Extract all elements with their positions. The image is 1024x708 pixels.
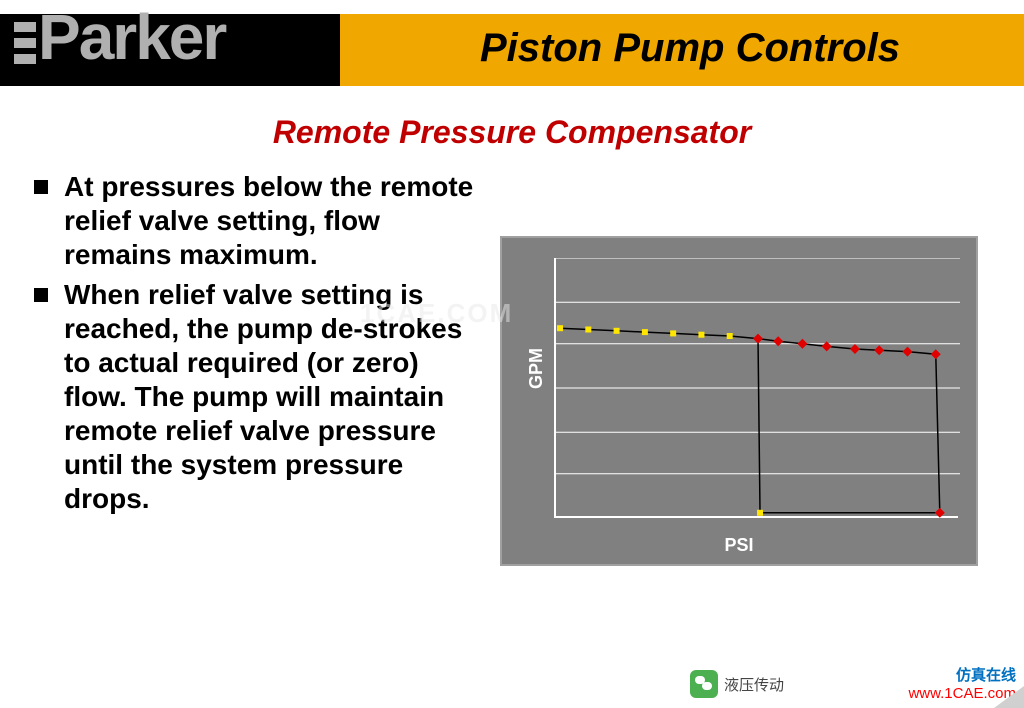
logo-bars-icon [14, 22, 36, 70]
bullet-text: At pressures below the remote relief val… [64, 170, 474, 272]
chart-box: GPM PSI [500, 236, 978, 566]
bullet-marker-icon [34, 180, 48, 194]
page-title: Piston Pump Controls [380, 26, 1000, 71]
chart-y-label: GPM [526, 348, 547, 389]
wechat-icon [690, 670, 718, 698]
watermark-center: 1CAE.COM [360, 298, 513, 329]
subtitle: Remote Pressure Compensator [0, 114, 1024, 151]
wechat-badge: 液压传动 [690, 670, 784, 698]
bullet-marker-icon [34, 288, 48, 302]
header-banner: Parker Piston Pump Controls [0, 0, 1024, 90]
corner-fold-icon [994, 686, 1024, 708]
wechat-label: 液压传动 [724, 674, 784, 695]
footer-tag: 仿真在线 [956, 667, 1016, 684]
bullet-list: At pressures below the remote relief val… [34, 170, 474, 522]
list-item: At pressures below the remote relief val… [34, 170, 474, 272]
logo-text: Parker [38, 0, 225, 74]
chart-x-label: PSI [502, 535, 976, 556]
chart-svg [556, 258, 960, 518]
chart-plot [554, 258, 958, 518]
